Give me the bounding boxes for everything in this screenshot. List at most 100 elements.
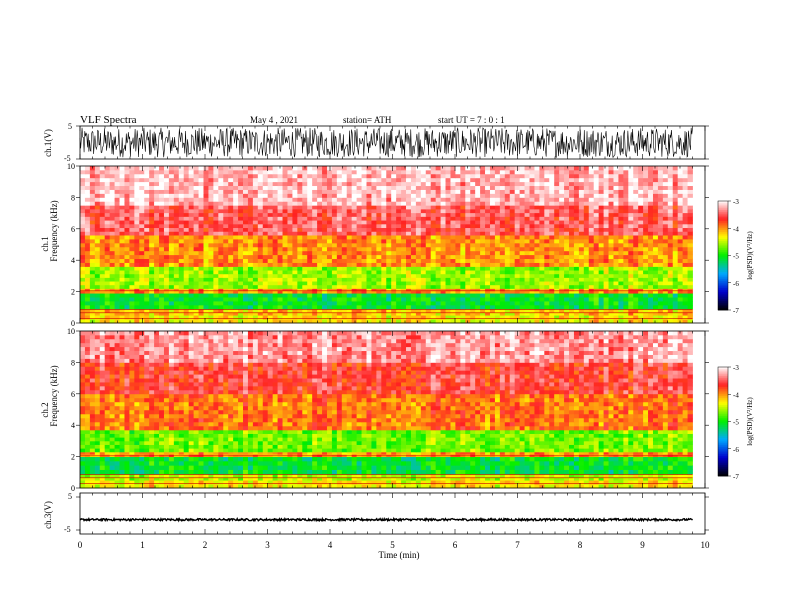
spectrogram-cell [317,193,323,198]
spectrogram-cell [361,205,367,210]
spectrogram-cell [154,273,160,278]
spectrogram-cell [317,312,323,316]
spectrogram-cell [529,270,535,275]
spectrogram-cell [178,297,185,302]
spectrogram-cell [494,220,501,225]
spectrogram-cell [361,262,367,267]
spectrogram-cell [144,301,150,306]
spectrogram-cell [401,201,407,206]
spectrogram-cell [440,297,446,302]
spectrogram-cell [163,208,170,214]
spectrogram-cell [178,266,185,271]
spectrogram-cell [672,242,679,248]
spectrogram-cell [450,177,456,183]
spectrogram-cell [524,246,530,252]
spectrogram-cell [376,223,382,229]
spectrogram-cell [480,281,486,286]
spectrogram-cell [494,227,501,232]
spectrogram-cell [139,231,145,236]
spectrogram-cell [149,290,155,294]
spectrogram-cell [430,227,437,232]
spectrogram-cell [672,277,679,282]
spectrogram-cell [297,312,303,316]
spectrogram-cell [178,319,185,324]
spectrogram-cell [450,254,456,260]
spectrogram-cell [608,288,614,292]
spectrogram-cell [80,258,86,263]
spectrogram-cell [218,208,224,214]
spectrogram-cell [198,239,204,244]
spectrogram-cell [277,189,283,194]
spectrogram-cell [84,223,91,229]
spectrogram-cell [233,189,239,194]
spectrogram-cell [376,242,382,248]
spectrogram-cell [84,201,91,206]
spectrogram-cell [489,288,496,292]
spectrogram-cell [544,177,550,183]
spectrogram-cell [489,181,496,187]
spectrogram-cell [406,227,412,232]
spectrogram-cell [554,193,560,198]
spectrogram-cell [366,239,372,244]
spectrogram-cell [435,227,441,232]
spectrogram-cell [499,262,506,267]
spectrogram-cell [193,185,199,190]
spectrogram-cell [203,250,209,256]
spectrogram-cell [613,308,619,313]
spectrogram-cell [529,258,535,263]
spectrogram-cell [134,315,140,320]
spectrogram-cell [361,277,367,282]
spectrogram-cell [539,301,545,306]
spectrogram-cell [415,185,422,190]
spectrogram-cell [371,201,377,206]
spectrogram-cell [549,181,555,187]
spectrogram-cell [539,266,545,271]
spectrogram-cell [154,319,160,324]
spectrogram-cell [124,208,130,214]
spectrogram-cell [425,231,432,236]
spectrogram-cell [648,277,654,282]
ch1-waveform-ylabel: ch.1(V) [43,129,53,157]
spectrogram-cell [302,242,308,248]
spectrogram-cell [544,301,550,306]
spectrogram-cell [564,201,570,206]
spectrogram-cell [203,231,209,236]
spectrogram-cell [84,173,91,179]
spectrogram-cell [252,242,259,248]
spectrogram-cell [559,212,565,217]
spectrogram-cell [129,262,135,267]
spectrogram-cell [662,185,669,190]
spectrogram-cell [238,205,244,210]
spectrogram-cell [228,235,234,240]
spectrogram-cell [391,216,397,221]
spectrogram-cell [163,258,170,263]
spectrogram-cell [351,235,358,240]
spectrogram-cell [445,181,451,187]
spectrogram-cell [598,254,604,260]
spectrogram-cell [188,277,195,282]
spectrogram-cell [114,205,120,210]
spectrogram-cell [80,242,86,248]
spectrogram-cell [89,177,96,183]
spectrogram-cell [519,273,525,278]
spectrogram-cell [307,288,313,292]
spectrogram-cell [598,220,604,225]
spectrogram-cell [544,319,550,324]
spectrogram-cell [539,216,545,221]
spectrogram-cell [504,197,511,202]
spectrogram-cell [534,284,540,289]
spectrogram-cell [144,315,150,320]
spectrogram-cell [499,223,506,229]
spectrogram-cell [593,284,600,289]
spectrogram-cell [223,308,229,313]
spectrogram-cell [262,239,269,244]
spectrogram-cell [292,185,298,190]
spectrogram-cell [618,205,624,210]
spectrogram-cell [247,235,254,240]
spectrogram-cell [499,216,506,221]
spectrogram-cell [139,177,145,183]
spectrogram-cell [465,284,471,289]
spectrogram-cell [593,262,600,267]
spectrogram-cell [188,227,195,232]
spectrogram-cell [287,266,293,271]
